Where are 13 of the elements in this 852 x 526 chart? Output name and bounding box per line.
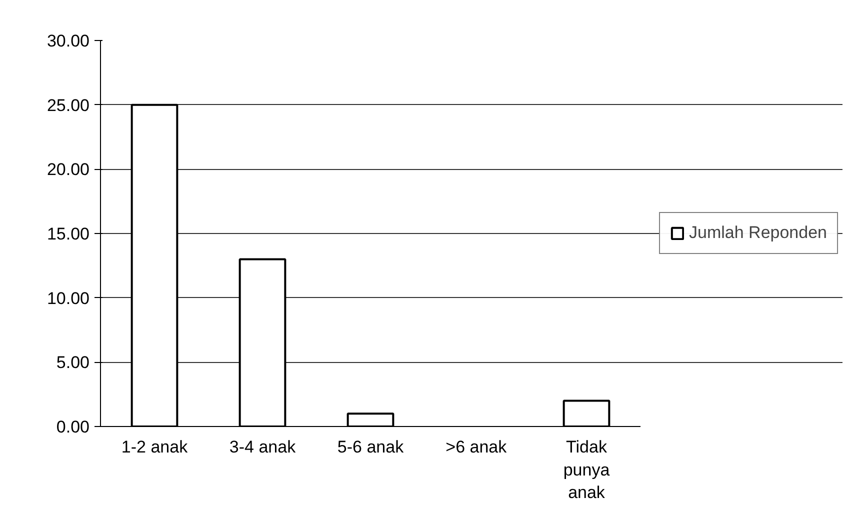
y-tick-label: 5.00 (56, 353, 90, 372)
x-tick-label: 3-4 anak (229, 438, 296, 456)
legend-label: Jumlah Reponden (689, 223, 827, 243)
x-tick-label: >6 anak (446, 438, 508, 456)
x-tick-label: 5-6 anak (337, 438, 404, 456)
y-tick-label: 20.00 (46, 160, 90, 180)
y-tick-label: 10.00 (46, 288, 90, 308)
x-tick-label: 1-2 anak (121, 438, 188, 456)
y-tick-label: 15.00 (46, 224, 90, 244)
y-tick-label: 0.00 (56, 418, 90, 436)
y-tick-label: 30.00 (46, 32, 90, 50)
y-tick-label: 25.00 (46, 96, 90, 115)
x-tick-label: Tidak punya anak (563, 438, 610, 502)
